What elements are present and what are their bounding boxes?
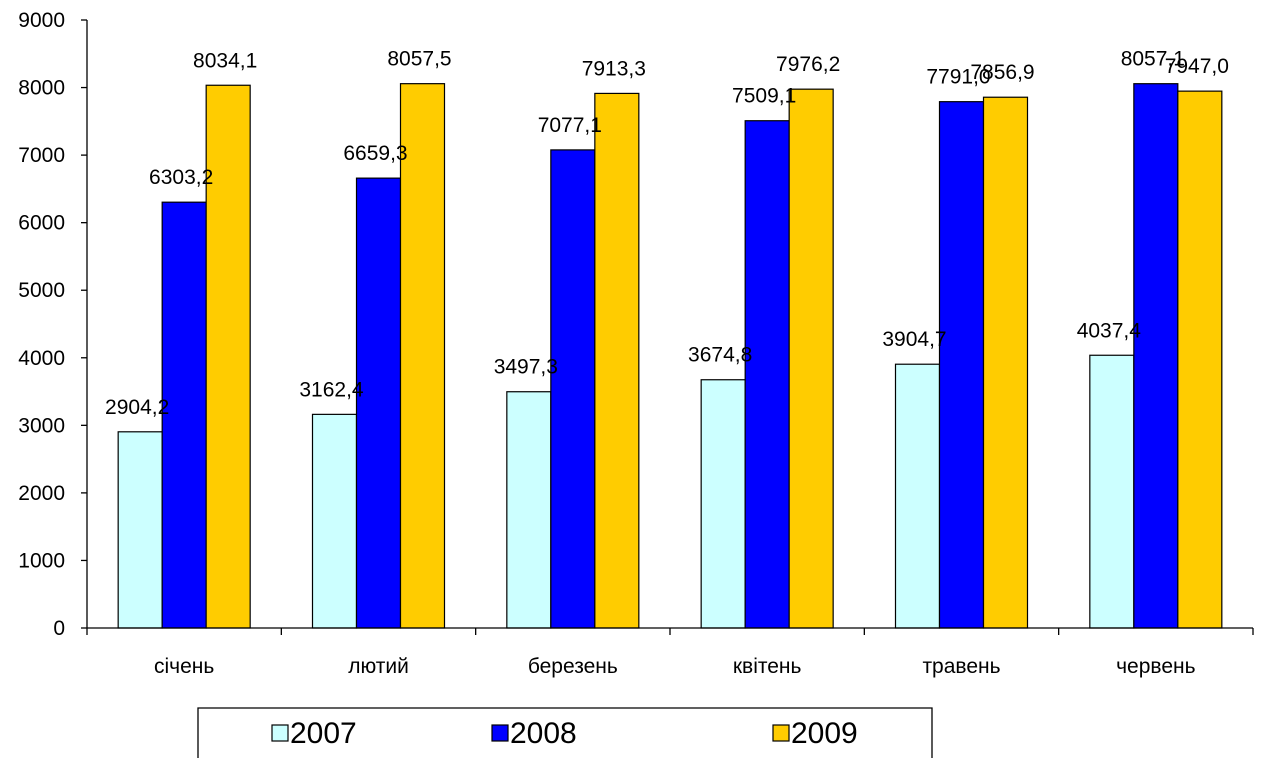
legend-label-2007: 2007 [290, 717, 357, 750]
data-label-2008-1: 6659,3 [343, 142, 407, 165]
x-tick-label: січень [154, 655, 214, 678]
legend-swatch-2009 [772, 724, 790, 742]
y-tick-label: 7000 [18, 144, 65, 167]
data-label-2007-1: 3162,4 [299, 378, 364, 401]
bar-2007-2 [506, 391, 552, 629]
data-label-2009-1: 8057,5 [387, 48, 451, 71]
data-label-2007-4: 3904,7 [882, 328, 946, 351]
y-tick-label: 1000 [18, 549, 65, 572]
bar-2008-5 [1133, 83, 1179, 629]
x-tick-label: квітень [733, 655, 802, 678]
data-label-2009-2: 7913,3 [582, 57, 646, 80]
data-labels-layer: 2904,2 3162,4 3497,3 3674,8 3904,7 4037,4 6303… [105, 48, 1229, 419]
data-label-2008-5: 8057,1 [1121, 48, 1185, 71]
y-tick-label: 0 [53, 617, 65, 640]
bar-2009-2 [594, 92, 640, 629]
y-tick-label: 8000 [18, 77, 65, 100]
y-tick-label: 5000 [18, 279, 65, 302]
x-tick-label: червень [1116, 655, 1195, 678]
data-label-2008-4: 7791,0 [926, 66, 990, 89]
bar-2009-1 [399, 83, 446, 629]
axes-layer: 0 1000 2000 3000 4000 5000 6000 7000 8000 9000 січ… [18, 9, 1254, 678]
legend-label-2009: 2009 [791, 717, 858, 750]
data-label-2007-3: 3674,8 [688, 344, 752, 367]
x-tick-label: березень [528, 655, 618, 678]
bar-2009-4 [982, 96, 1029, 629]
data-label-2009-0: 8034,1 [193, 49, 257, 72]
bar-2008-4 [938, 101, 985, 629]
data-label-2009-5: 7947,0 [1165, 55, 1229, 78]
bar-2008-2 [550, 149, 596, 629]
y-tick-label: 9000 [18, 9, 65, 32]
bar-2007-4 [894, 363, 941, 629]
y-tick-label: 3000 [18, 414, 65, 437]
legend-label-2008: 2008 [510, 717, 577, 750]
bar-2007-5 [1089, 354, 1135, 629]
y-tick-label: 6000 [18, 212, 65, 235]
bar-2008-1 [355, 177, 402, 629]
x-tick-label: травень [922, 655, 1000, 678]
bar-2007-1 [311, 413, 358, 629]
y-tick-label: 4000 [18, 347, 65, 370]
legend-swatch-2008 [491, 724, 509, 742]
legend-box [197, 707, 933, 758]
data-label-2007-5: 4037,4 [1077, 319, 1142, 342]
y-tick-label: 2000 [18, 482, 65, 505]
bar-2008-0 [161, 201, 207, 629]
data-label-2007-0: 2904,2 [105, 396, 169, 419]
legend: 2007 2008 2009 [197, 707, 933, 758]
data-label-2008-2: 7077,1 [538, 114, 602, 137]
bar-2007-0 [117, 431, 163, 629]
bar-2009-3 [788, 88, 834, 629]
bar-2009-5 [1177, 90, 1223, 629]
data-label-2008-3: 7509,1 [732, 85, 796, 108]
data-label-2008-0: 6303,2 [149, 166, 213, 189]
bars-layer [117, 83, 1223, 629]
bar-2009-0 [205, 84, 251, 629]
data-label-2009-4: 7856,9 [970, 61, 1034, 84]
x-tick-label: лютий [348, 655, 409, 678]
bar-2008-3 [744, 120, 790, 629]
bar-2007-3 [700, 379, 746, 629]
legend-swatch-2007 [271, 724, 289, 742]
data-label-2007-2: 3497,3 [494, 356, 558, 379]
data-label-2009-3: 7976,2 [776, 53, 840, 76]
